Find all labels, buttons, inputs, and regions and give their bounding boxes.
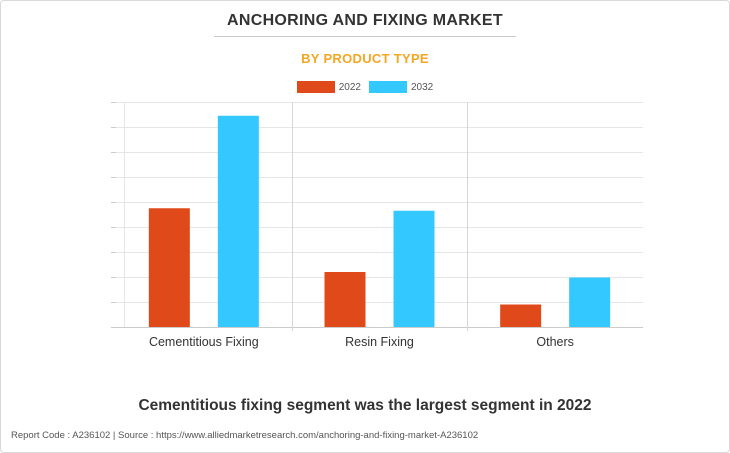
bar-2032-cementitious-fixing (217, 115, 259, 327)
bar-2032-others (569, 277, 611, 327)
bar-2022-resin-fixing (324, 272, 366, 327)
chart-legend: 2022 2032 (0, 79, 730, 95)
legend-label-2032: 2032 (411, 81, 434, 93)
x-tick-label: Others (536, 335, 574, 349)
x-tick-label: Cementitious Fixing (149, 335, 259, 349)
bar-2032-resin-fixing (393, 210, 435, 327)
legend-label-2022: 2022 (338, 81, 361, 93)
chart-caption: Cementitious fixing segment was the larg… (138, 397, 592, 414)
bar-2022-cementitious-fixing (148, 208, 190, 327)
legend-item-2022: 2022 (296, 81, 361, 93)
chart-subtitle: BY PRODUCT TYPE (301, 51, 429, 66)
x-tick-label: Resin Fixing (345, 335, 414, 349)
legend-swatch-2022 (296, 81, 335, 93)
chart-title: ANCHORING AND FIXING MARKET (227, 12, 503, 29)
legend-item-2032: 2032 (369, 81, 433, 93)
bar-2022-others (500, 304, 542, 327)
legend-swatch-2032 (369, 81, 407, 93)
title-divider (214, 36, 516, 37)
report-footer: Report Code : A236102 | Source : https:/… (11, 430, 479, 441)
